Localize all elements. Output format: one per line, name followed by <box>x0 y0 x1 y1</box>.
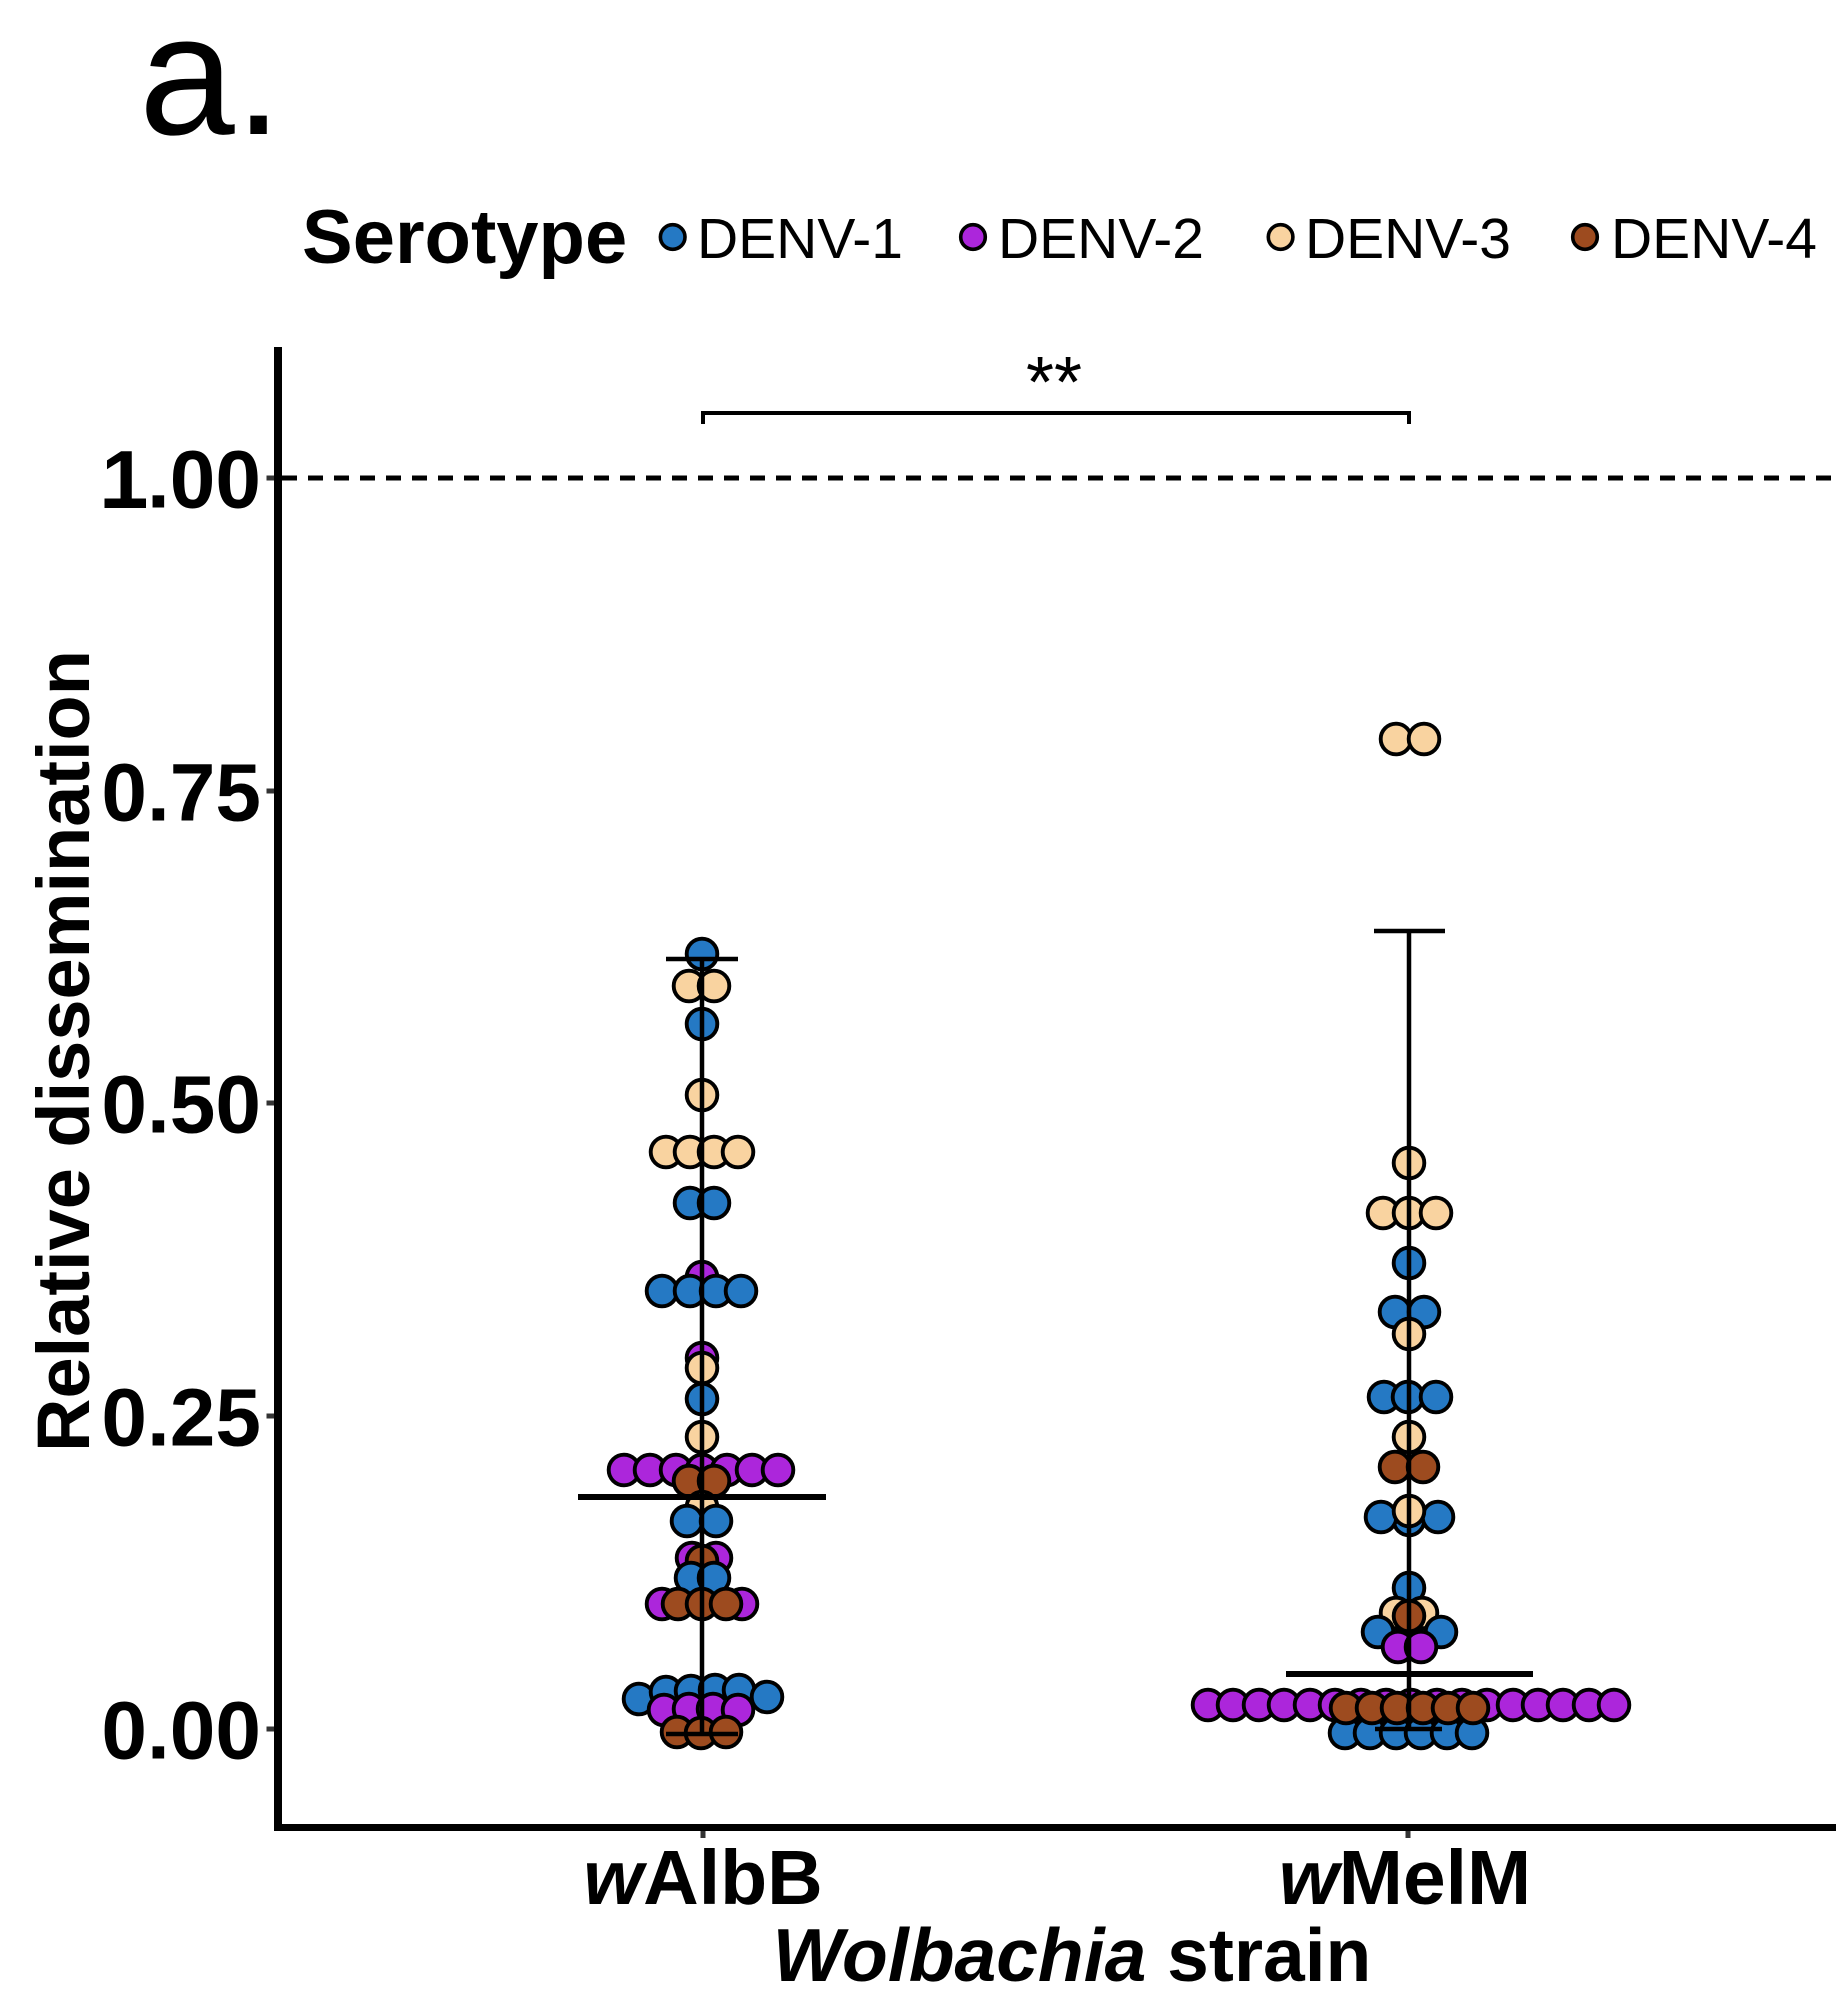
svg-text:DENV-3: DENV-3 <box>1305 207 1511 271</box>
svg-text:DENV-1: DENV-1 <box>697 207 903 271</box>
svg-text:Serotype: Serotype <box>302 195 627 280</box>
svg-text:DENV-2: DENV-2 <box>998 207 1204 271</box>
svg-text:0.25: 0.25 <box>101 1373 261 1464</box>
svg-text:a.: a. <box>139 0 282 171</box>
svg-text:**: ** <box>1026 343 1082 423</box>
svg-text:0.00: 0.00 <box>101 1686 261 1777</box>
svg-text:wAlbB: wAlbB <box>583 1835 823 1921</box>
svg-text:0.75: 0.75 <box>101 748 261 839</box>
svg-text:0.50: 0.50 <box>101 1060 261 1151</box>
svg-text:DENV-4: DENV-4 <box>1611 207 1817 271</box>
svg-text:Wolbachia strain: Wolbachia strain <box>773 1913 1372 1997</box>
svg-text:Relative dissemination: Relative dissemination <box>22 650 105 1452</box>
svg-text:wMelM: wMelM <box>1279 1835 1531 1921</box>
svg-text:1.00: 1.00 <box>101 435 261 526</box>
